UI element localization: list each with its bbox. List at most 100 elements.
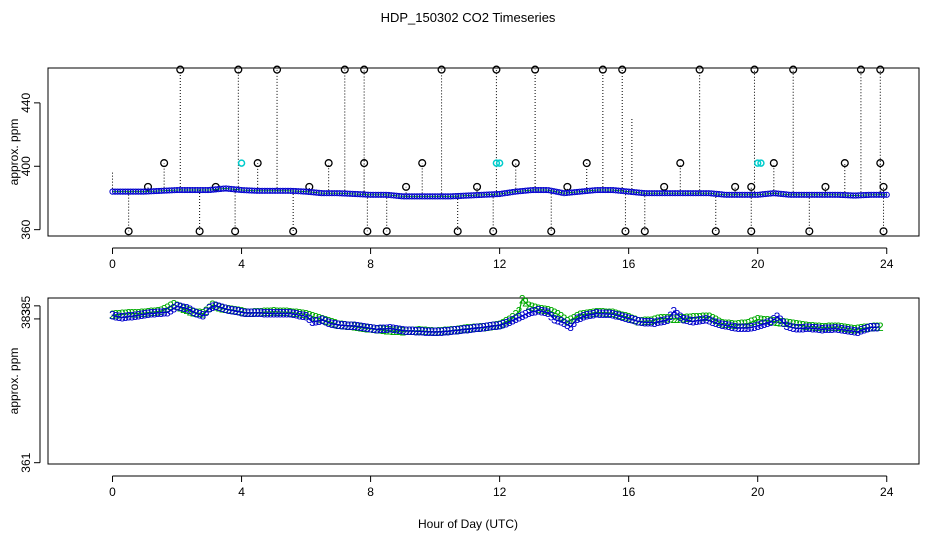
- series-3-point: 3: [538, 304, 545, 318]
- spike-point: [856, 65, 865, 74]
- series-2-point: 2: [125, 307, 132, 321]
- series-2-point: 2: [832, 320, 839, 334]
- series-2-point: 2: [545, 303, 552, 317]
- series-2-point: 2: [419, 324, 426, 338]
- series-3-point: 3: [425, 325, 432, 339]
- series-3-point: 3: [835, 322, 842, 336]
- spike-point: [750, 65, 759, 74]
- series-3-point: 3: [283, 307, 290, 321]
- series-3-point: 3: [648, 316, 655, 330]
- series-2-point: 2: [300, 307, 307, 321]
- series-3-point: 3: [467, 322, 474, 336]
- series-3-point: 3: [583, 309, 590, 323]
- series-3-point: 3: [806, 321, 813, 335]
- series-3-point: 3: [774, 310, 781, 324]
- series-3-point: 3: [564, 318, 571, 332]
- series-3-point: 3: [858, 324, 865, 338]
- series-3-point: 3: [661, 314, 668, 328]
- series-3-point: 3: [319, 313, 326, 327]
- series-2-point: 2: [261, 305, 268, 319]
- spike-point: [511, 159, 520, 168]
- series-3-point: 3: [706, 314, 713, 328]
- series-2-point: 2: [145, 306, 152, 320]
- series-2-point: 2: [729, 317, 736, 331]
- panel-2-x-tick-label: 12: [493, 485, 507, 499]
- series-3-point: 3: [212, 299, 219, 313]
- series-3-point: 3: [164, 305, 171, 319]
- series-3-point: 3: [341, 319, 348, 333]
- figure-title: HDP_150302 CO2 Timeseries: [381, 10, 556, 25]
- spike-point: [418, 159, 427, 168]
- series-3-point: 3: [709, 315, 716, 329]
- panel-1-x-tick-label: 0: [109, 257, 116, 271]
- spike-point: [195, 227, 204, 236]
- spike-point: [879, 227, 888, 236]
- series-2-point: 2: [158, 304, 165, 318]
- series-2-point: 2: [700, 310, 707, 324]
- series-2-point: 2: [577, 308, 584, 322]
- spike-point: [363, 227, 372, 236]
- series-3-point: 3: [796, 322, 803, 336]
- spike-point: [360, 159, 369, 168]
- series-3-point: 3: [590, 307, 597, 321]
- series-2-point: 2: [516, 305, 523, 319]
- series-3-point: 3: [116, 310, 123, 324]
- series-3-point: 3: [390, 322, 397, 336]
- series-3-point: 3: [270, 307, 277, 321]
- series-2-point: 2: [683, 311, 690, 325]
- series-3-point: 3: [358, 320, 365, 334]
- series-2-point: 2: [761, 313, 768, 327]
- series-2-point: 2: [600, 306, 607, 320]
- series-3-point: 3: [635, 314, 642, 328]
- panel-1-ylabel: approx. ppm: [7, 119, 21, 186]
- series-2-point: 2: [848, 322, 855, 336]
- series-3-point: 3: [167, 303, 174, 317]
- series-3-point: 3: [519, 309, 526, 323]
- panel-1-y-tick-label: 440: [19, 93, 33, 113]
- series-2-point: 2: [648, 314, 655, 328]
- series-2-point: 2: [361, 321, 368, 335]
- series-3-point: 3: [316, 314, 323, 328]
- series-3-point: 3: [345, 319, 352, 333]
- series-3-point: 3: [741, 321, 748, 335]
- panel-2-y-tick-label: 383: [19, 309, 33, 329]
- series-2-point: 2: [829, 320, 836, 334]
- filtered-co2-panel: 2222222222222222222222222222222222222222…: [7, 292, 920, 499]
- panel-2-x-tick-label: 20: [751, 485, 765, 499]
- series-3-point: 3: [596, 307, 603, 321]
- series-3-point: 3: [541, 305, 548, 319]
- series-2-point: 2: [738, 317, 745, 331]
- series-3-point: 3: [216, 300, 223, 314]
- spike-point: [531, 65, 540, 74]
- series-3-point: 3: [732, 320, 739, 334]
- series-3-point: 3: [680, 313, 687, 327]
- series-2-point: 2: [741, 317, 748, 331]
- series-2-point: 2: [332, 317, 339, 331]
- series-3-point: 3: [874, 320, 881, 334]
- series-3-point: 3: [535, 303, 542, 317]
- panel-2-y-tick-label: 385: [19, 296, 33, 316]
- panel-2-x-tick-label: 4: [238, 485, 245, 499]
- series-2-point: 2: [200, 307, 207, 321]
- panel-1-x-tick-label: 8: [367, 257, 374, 271]
- series-2-point: 2: [861, 321, 868, 335]
- series-2-point: 2: [854, 322, 861, 336]
- series-2-point: 2: [800, 319, 807, 333]
- series-3-point: 3: [767, 315, 774, 329]
- series-3-point: 3: [506, 315, 513, 329]
- series-2-point: 2: [109, 308, 116, 322]
- series-2-point: 2: [390, 324, 397, 338]
- series-3-point: 3: [222, 302, 229, 316]
- panel-2-x-tick-label: 24: [880, 485, 894, 499]
- spike-point: [472, 182, 482, 191]
- series-2-point: 2: [712, 313, 719, 327]
- series-2-point: 2: [590, 306, 597, 320]
- series-3-point: 3: [206, 301, 213, 315]
- series-3-point: 3: [761, 317, 768, 331]
- series-3-point: 3: [812, 322, 819, 336]
- series-3-point: 3: [193, 307, 200, 321]
- spike-point: [676, 159, 685, 168]
- series-3-point: 3: [838, 323, 845, 337]
- cyan-point: [753, 159, 762, 167]
- spike-point: [879, 182, 888, 191]
